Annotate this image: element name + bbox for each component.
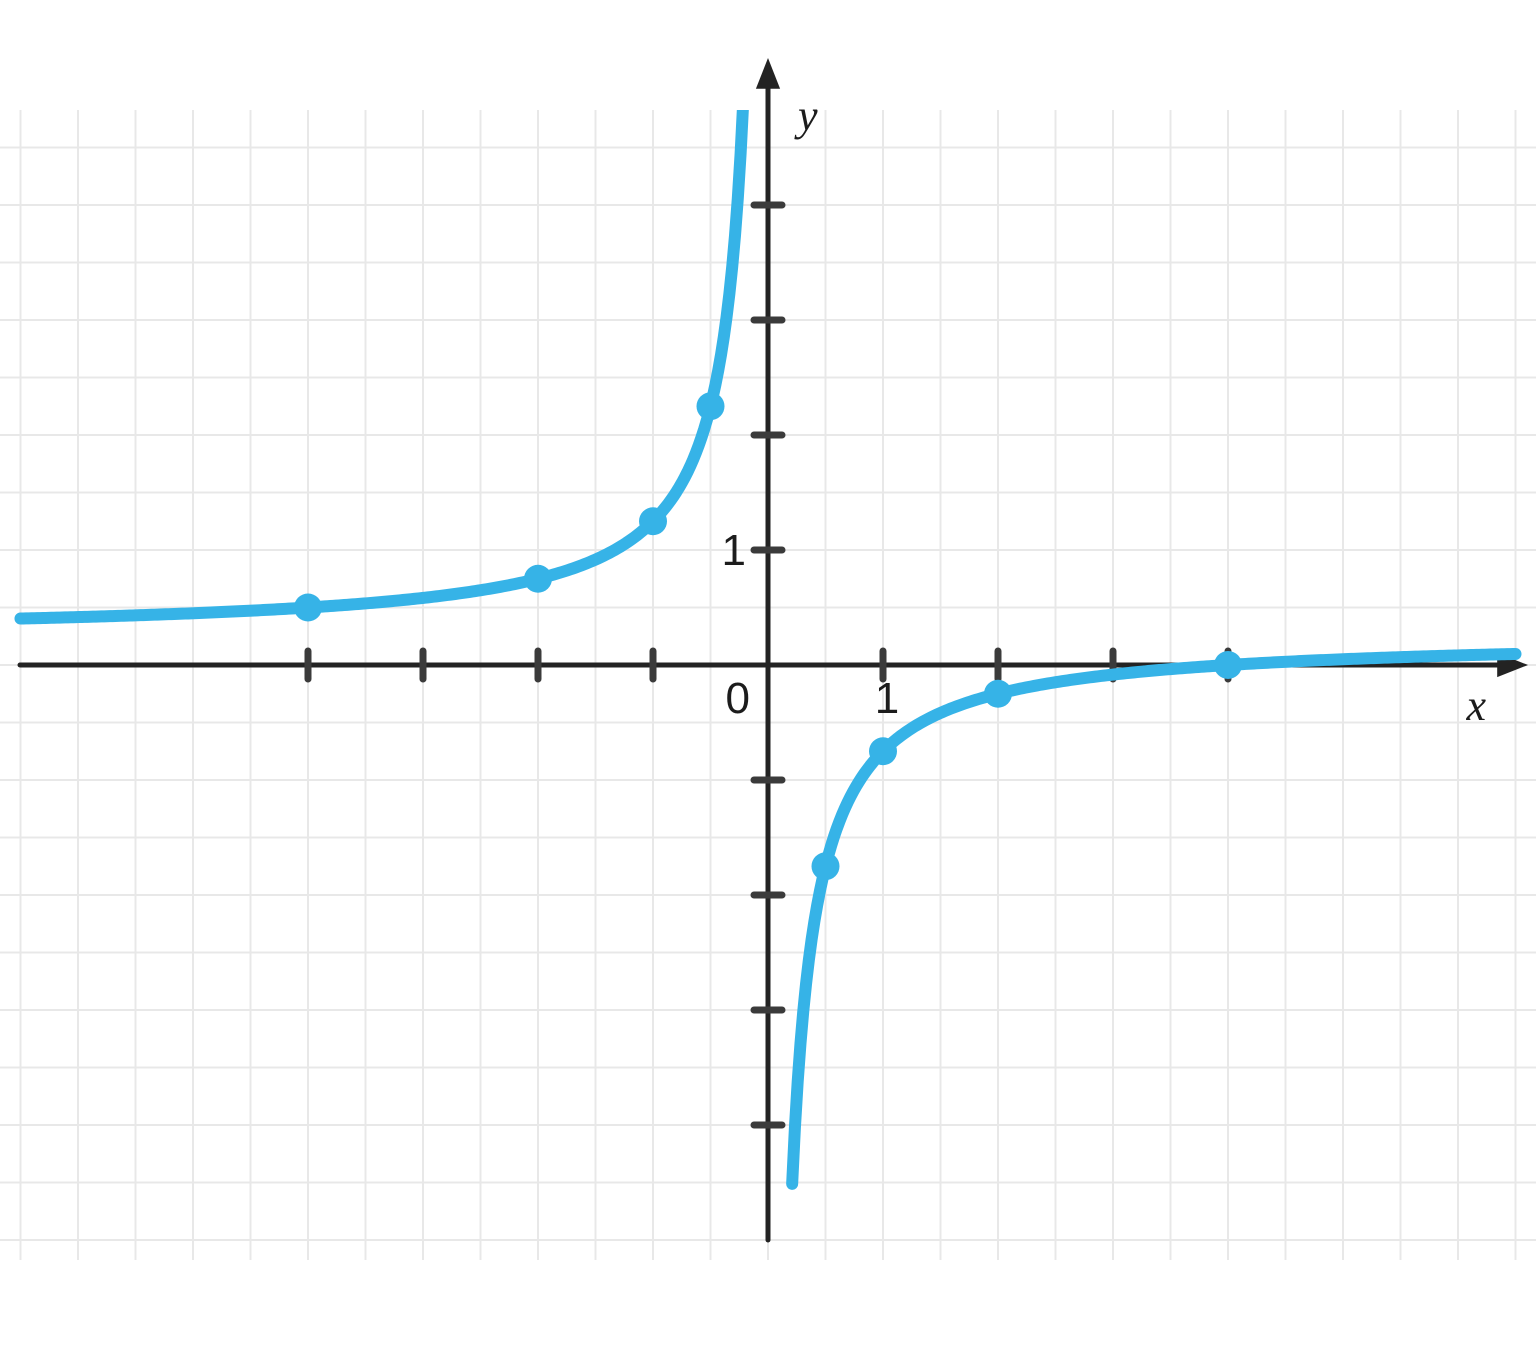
x-tick-1-label: 1: [875, 674, 899, 723]
y-tick-1-label: 1: [722, 526, 746, 575]
origin-label: 0: [726, 674, 750, 723]
chart-container: y x 0 1 1: [0, 0, 1536, 1359]
hyperbola-chart: y x 0 1 1: [0, 0, 1536, 1359]
y-axis-label: y: [794, 91, 818, 140]
x-axis-label: x: [1465, 681, 1486, 730]
